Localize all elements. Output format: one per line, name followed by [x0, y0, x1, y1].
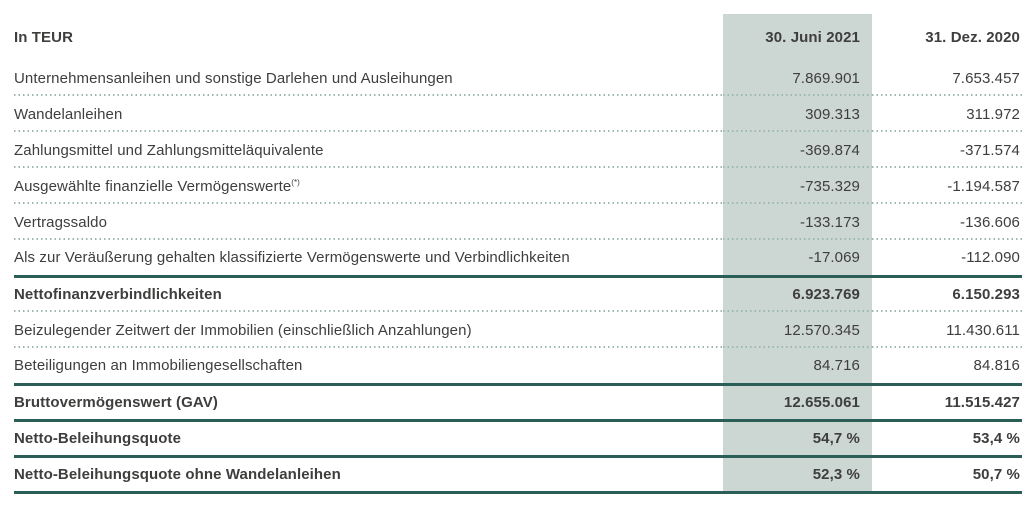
table-row: Beteiligungen an Immobiliengesellschafte…: [14, 348, 1022, 386]
financial-table: In TEUR 30. Juni 2021 31. Dez. 2020 Unte…: [14, 14, 1022, 494]
row-label: Nettofinanzverbindlichkeiten: [14, 286, 222, 304]
value-2020: 84.816: [872, 348, 1022, 386]
value-2020: 11.515.427: [872, 384, 1022, 422]
table-row: Ausgewählte finanzielle Vermögenswerte(*…: [14, 168, 1022, 204]
value-2020: 50,7 %: [872, 456, 1022, 494]
value-2020: -371.574: [872, 132, 1022, 168]
row-label: Vertragssaldo: [14, 213, 108, 231]
financial-table-container: In TEUR 30. Juni 2021 31. Dez. 2020 Unte…: [14, 14, 1022, 494]
table-row: Netto-Beleihungsquote 54,7 % 53,4 %: [14, 420, 1022, 458]
value-2020: -136.606: [872, 204, 1022, 240]
row-footnote: (*): [291, 177, 300, 187]
col-header-2021: 30. Juni 2021: [723, 14, 872, 60]
value-2020: 311.972: [872, 96, 1022, 132]
table-row: Vertragssaldo -133.173 -136.606: [14, 204, 1022, 240]
value-2021: -369.874: [723, 132, 872, 168]
table-row: Zahlungsmittel und Zahlungsmitteläquival…: [14, 132, 1022, 168]
row-label: Ausgewählte finanzielle Vermögenswerte: [14, 177, 292, 195]
value-2020: 7.653.457: [872, 60, 1022, 96]
table-row: Nettofinanzverbindlichkeiten 6.923.769 6…: [14, 276, 1022, 312]
value-2021: 54,7 %: [723, 420, 872, 458]
value-2021: -133.173: [723, 204, 872, 240]
value-2021: -735.329: [723, 168, 872, 204]
table-row: Beizulegender Zeitwert der Immobilien (e…: [14, 312, 1022, 348]
value-2021: 52,3 %: [723, 456, 872, 494]
value-2020: 6.150.293: [872, 276, 1022, 312]
value-2020: -1.194.587: [872, 168, 1022, 204]
value-2020: -112.090: [872, 240, 1022, 278]
unit-header: In TEUR: [14, 28, 74, 46]
value-2021: 12.570.345: [723, 312, 872, 348]
row-label: Unternehmensanleihen und sonstige Darleh…: [14, 69, 453, 87]
row-label: Zahlungsmittel und Zahlungsmitteläquival…: [14, 141, 324, 159]
value-2021: 6.923.769: [723, 276, 872, 312]
table-row: Wandelanleihen 309.313 311.972: [14, 96, 1022, 132]
row-label: Beteiligungen an Immobiliengesellschafte…: [14, 356, 303, 374]
table-header-row: In TEUR 30. Juni 2021 31. Dez. 2020: [14, 14, 1022, 60]
value-2021: -17.069: [723, 240, 872, 278]
value-2020: 11.430.611: [872, 312, 1022, 348]
table-row: Unternehmensanleihen und sonstige Darleh…: [14, 60, 1022, 96]
row-label: Netto-Beleihungsquote ohne Wandelanleihe…: [14, 465, 341, 483]
table-row: Netto-Beleihungsquote ohne Wandelanleihe…: [14, 456, 1022, 494]
table-row: Bruttovermögenswert (GAV) 12.655.061 11.…: [14, 384, 1022, 422]
row-label: Wandelanleihen: [14, 105, 123, 123]
value-2021: 309.313: [723, 96, 872, 132]
row-label: Beizulegender Zeitwert der Immobilien (e…: [14, 321, 472, 339]
value-2020: 53,4 %: [872, 420, 1022, 458]
value-2021: 7.869.901: [723, 60, 872, 96]
row-label: Bruttovermögenswert (GAV): [14, 393, 218, 411]
col-header-2020: 31. Dez. 2020: [925, 28, 1020, 46]
value-2021: 12.655.061: [723, 384, 872, 422]
row-label: Als zur Veräußerung gehalten klassifizie…: [14, 248, 570, 266]
row-label: Netto-Beleihungsquote: [14, 429, 182, 447]
table-row: Als zur Veräußerung gehalten klassifizie…: [14, 240, 1022, 278]
value-2021: 84.716: [723, 348, 872, 386]
